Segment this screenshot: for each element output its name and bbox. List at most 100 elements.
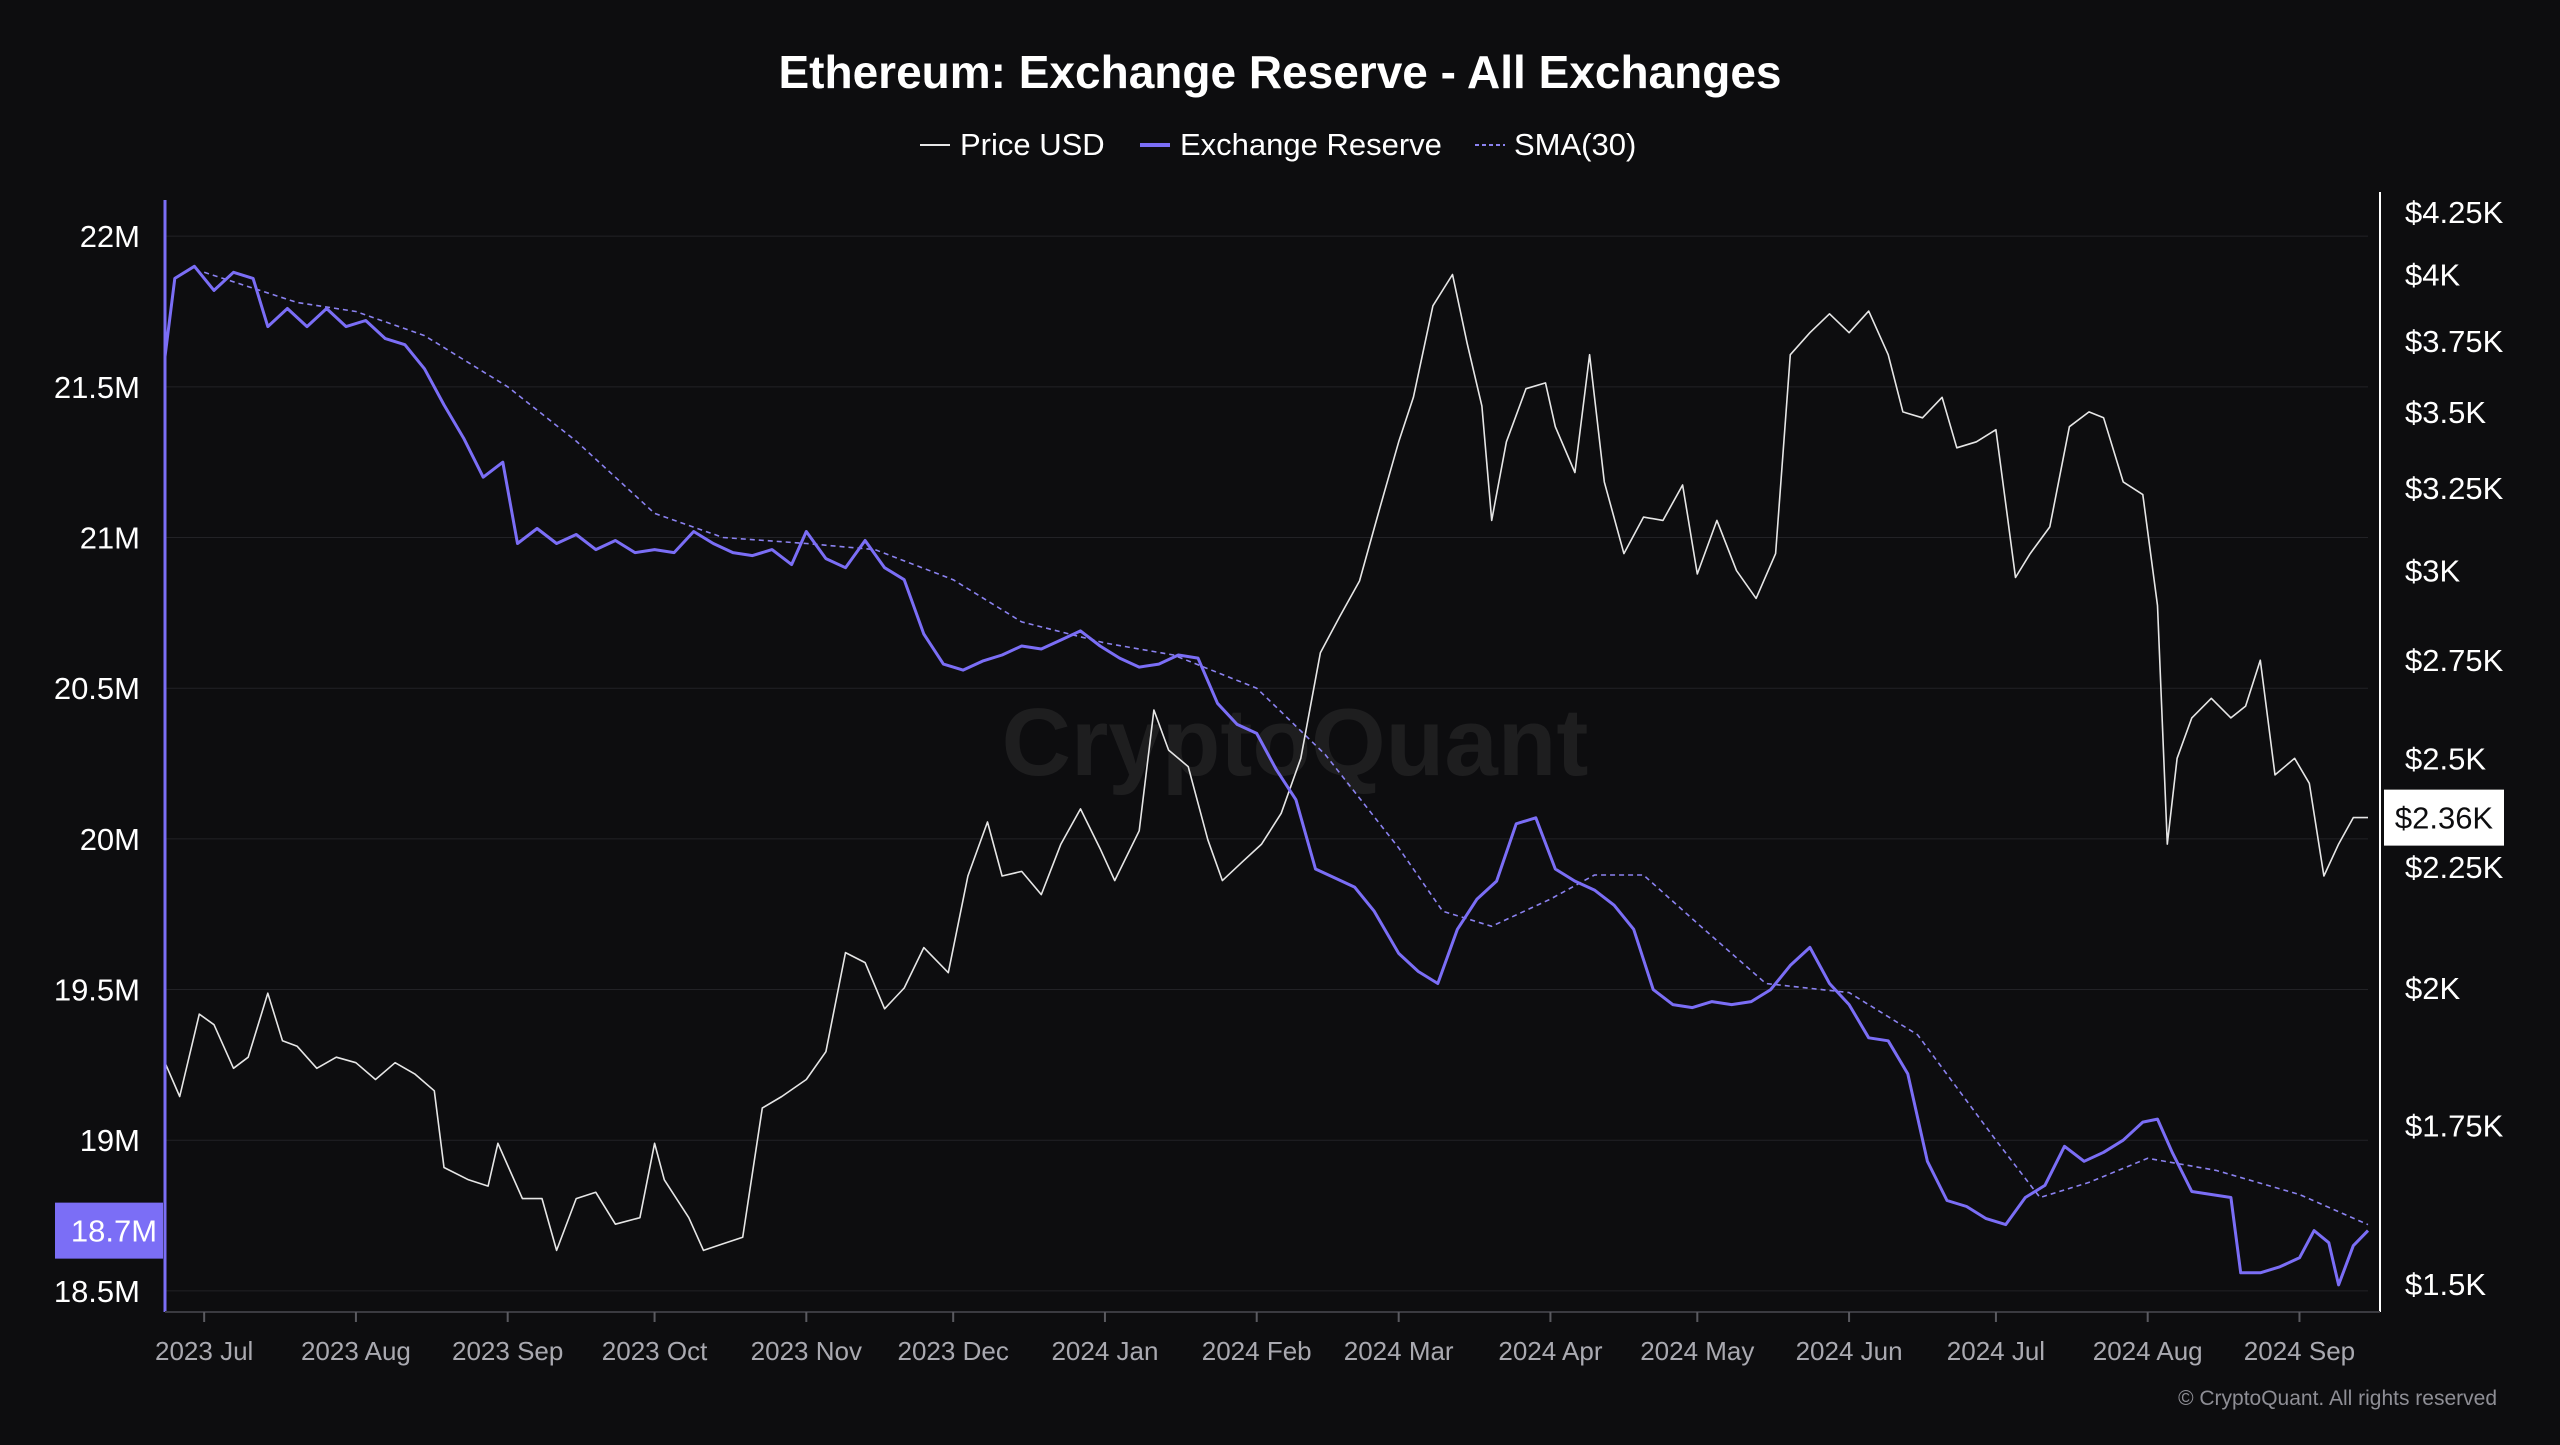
price-point xyxy=(1002,876,1003,877)
exchange-reserve-point xyxy=(2064,1146,2065,1147)
exchange-reserve-point xyxy=(2211,1194,2212,1195)
right-current-value-badge xyxy=(2384,789,2504,846)
price-point xyxy=(2015,577,2016,578)
price-point xyxy=(615,1224,616,1225)
exchange-reserve-point xyxy=(1614,905,1615,906)
price-point xyxy=(742,1237,743,1238)
y-left-tick-label: 19.5M xyxy=(54,973,140,1008)
x-tick-label: 2023 Oct xyxy=(602,1336,708,1366)
y-right-tick-label: $4.25K xyxy=(2405,195,2504,230)
price-point xyxy=(1339,616,1340,617)
y-right-tick-label: $2K xyxy=(2405,971,2460,1006)
x-tick-label: 2024 May xyxy=(1640,1336,1754,1366)
price-point xyxy=(2177,758,2178,759)
exchange-reserve-point xyxy=(307,326,308,327)
exchange-reserve-point xyxy=(1021,646,1022,647)
y-right-tick-label: $2.25K xyxy=(2405,850,2504,885)
exchange-reserve-series xyxy=(163,264,2370,1287)
price-point xyxy=(1526,388,1527,389)
price-point xyxy=(723,1243,724,1244)
price-point xyxy=(1080,808,1081,809)
exchange-reserve-point xyxy=(2260,1272,2261,1273)
price-point xyxy=(2167,844,2168,845)
sma-point xyxy=(1398,847,1399,848)
legend: Price USD Exchange Reserve SMA(30) xyxy=(920,127,1636,162)
copyright: © CryptoQuant. All rights reserved xyxy=(2178,1387,2497,1410)
sma-point xyxy=(507,386,508,387)
price-point xyxy=(1300,758,1301,759)
x-tick-label: 2024 Sep xyxy=(2244,1336,2355,1366)
sma-point xyxy=(1442,911,1443,912)
price-point xyxy=(2103,417,2104,418)
legend-item-exchange-reserve[interactable]: Exchange Reserve xyxy=(1140,127,1442,162)
exchange-reserve-point xyxy=(806,531,807,532)
price-point xyxy=(825,1051,826,1052)
exchange-reserve-point xyxy=(2230,1197,2231,1198)
exchange-reserve-point xyxy=(1947,1200,1948,1201)
price-point xyxy=(1643,517,1644,518)
legend-label-exchange-reserve: Exchange Reserve xyxy=(1180,127,1442,162)
price-point xyxy=(639,1217,640,1218)
exchange-reserve-point xyxy=(654,549,655,550)
exchange-reserve-point xyxy=(556,543,557,544)
price-point xyxy=(2089,411,2090,412)
exchange-reserve-point xyxy=(1712,1001,1713,1002)
sma-point xyxy=(874,549,875,550)
exchange-reserve-point xyxy=(1653,989,1654,990)
exchange-reserve-point xyxy=(1516,823,1517,824)
sma-point xyxy=(1643,875,1644,876)
sma-point xyxy=(1021,621,1022,622)
exchange-reserve-point xyxy=(1198,658,1199,659)
price-point xyxy=(904,988,905,989)
price-point xyxy=(1663,520,1664,521)
sma-point xyxy=(1325,754,1326,755)
legend-item-price[interactable]: Price USD xyxy=(920,127,1105,162)
exchange-reserve-point xyxy=(752,555,753,556)
exchange-reserve-point xyxy=(1237,724,1238,725)
price-point xyxy=(488,1186,489,1187)
exchange-reserve-point xyxy=(1060,640,1061,641)
sma-point xyxy=(1995,1140,1996,1141)
sma-point xyxy=(1491,926,1492,927)
current-value-markers: 18.7M $2.36K xyxy=(55,789,2504,1259)
exchange-reserve-point xyxy=(963,670,964,671)
price-point xyxy=(2142,494,2143,495)
price-point xyxy=(1281,813,1282,814)
exchange-reserve-point xyxy=(1888,1040,1889,1041)
price-point xyxy=(297,1046,298,1047)
price-point xyxy=(1756,598,1757,599)
x-tick-label: 2024 Mar xyxy=(1344,1336,1454,1366)
y-right-tick-label: $3K xyxy=(2405,554,2460,589)
legend-label-sma: SMA(30) xyxy=(1514,127,1636,162)
exchange-reserve-point xyxy=(1927,1161,1928,1162)
exchange-reserve-point xyxy=(1574,881,1575,882)
x-tick-label: 2023 Dec xyxy=(898,1336,1009,1366)
exchange-reserve-point xyxy=(2025,1197,2026,1198)
price-point xyxy=(336,1057,337,1058)
exchange-reserve-point xyxy=(385,338,386,339)
legend-item-sma[interactable]: SMA(30) xyxy=(1475,127,1636,162)
price-point xyxy=(1379,510,1380,511)
exchange-reserve-point xyxy=(1158,664,1159,665)
exchange-reserve-point xyxy=(1770,989,1771,990)
exchange-reserve-point xyxy=(326,308,327,309)
exchange-reserve-point xyxy=(1868,1037,1869,1038)
exchange-reserve-point xyxy=(982,661,983,662)
sma-point xyxy=(424,335,425,336)
right-current-value-label: $2.36K xyxy=(2395,801,2494,836)
exchange-reserve-point xyxy=(463,438,464,439)
price-point xyxy=(1956,447,1957,448)
exchange-reserve-point xyxy=(2328,1242,2329,1243)
exchange-reserve-point xyxy=(2368,1230,2369,1231)
price-point xyxy=(2323,876,2324,877)
exchange-reserve-point xyxy=(1437,983,1438,984)
price-point xyxy=(233,1068,234,1069)
price-point xyxy=(1188,766,1189,767)
x-tick-label: 2023 Aug xyxy=(301,1336,411,1366)
price-point xyxy=(703,1250,704,1251)
price-point xyxy=(1604,481,1605,482)
price-point xyxy=(2245,706,2246,707)
exchange-reserve-point xyxy=(267,326,268,327)
exchange-reserve-point xyxy=(576,534,577,535)
sma-point xyxy=(1594,875,1595,876)
